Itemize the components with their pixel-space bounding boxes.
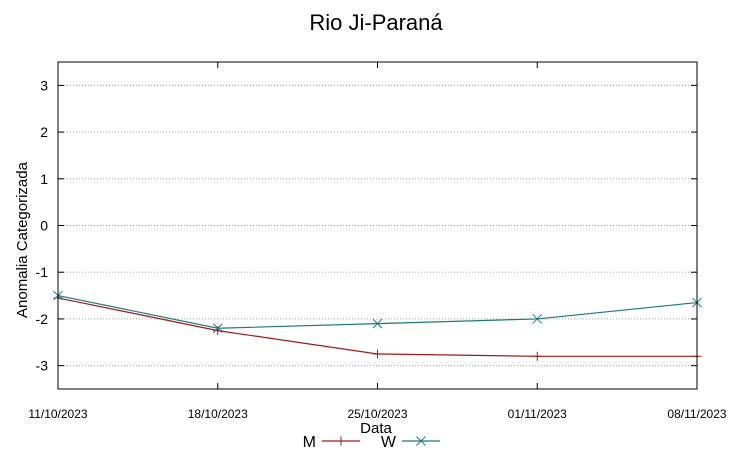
legend-entry: M	[303, 434, 360, 451]
x-axis-ticks: 11/10/2023 18/10/2023 25/10/2023 01/11/2023…	[28, 62, 727, 421]
y-tick-label: -3	[36, 358, 49, 374]
y-tick-label: 2	[40, 124, 48, 140]
x-tick-label: 25/10/2023	[347, 407, 407, 421]
y-tick-label: -2	[36, 311, 49, 327]
y-axis-label: Anomalia Categorizada	[14, 161, 31, 318]
y-tick-label: 3	[40, 77, 48, 93]
data-point	[532, 314, 543, 324]
data-point	[373, 349, 382, 359]
data-point	[372, 318, 383, 329]
legend-entry: W	[381, 434, 440, 451]
series-line	[57, 297, 697, 357]
y-axis-ticks: 3 2 1 0 -1 -2 -3	[36, 77, 697, 374]
x-tick-label: 18/10/2023	[188, 407, 248, 421]
y-tick-label: -1	[36, 264, 49, 280]
y-tick-label: 1	[40, 171, 48, 187]
data-point	[416, 436, 426, 446]
data-point	[212, 323, 223, 334]
legend-label: M	[303, 434, 316, 451]
series-w	[53, 290, 702, 334]
x-tick-label: 08/11/2023	[667, 407, 726, 421]
legend-label: W	[381, 434, 397, 451]
plot-frame	[57, 61, 698, 390]
series-m	[53, 293, 702, 361]
y-tick-label: 0	[40, 218, 48, 234]
x-tick-label: 11/10/2023	[28, 407, 87, 421]
x-tick-label: 01/11/2023	[508, 407, 567, 421]
data-point	[336, 436, 346, 446]
data-point	[532, 351, 542, 361]
chart-title: Rio Ji-Paraná	[309, 10, 443, 35]
x-axis-label: Data	[360, 420, 392, 437]
series-lines	[53, 290, 702, 361]
